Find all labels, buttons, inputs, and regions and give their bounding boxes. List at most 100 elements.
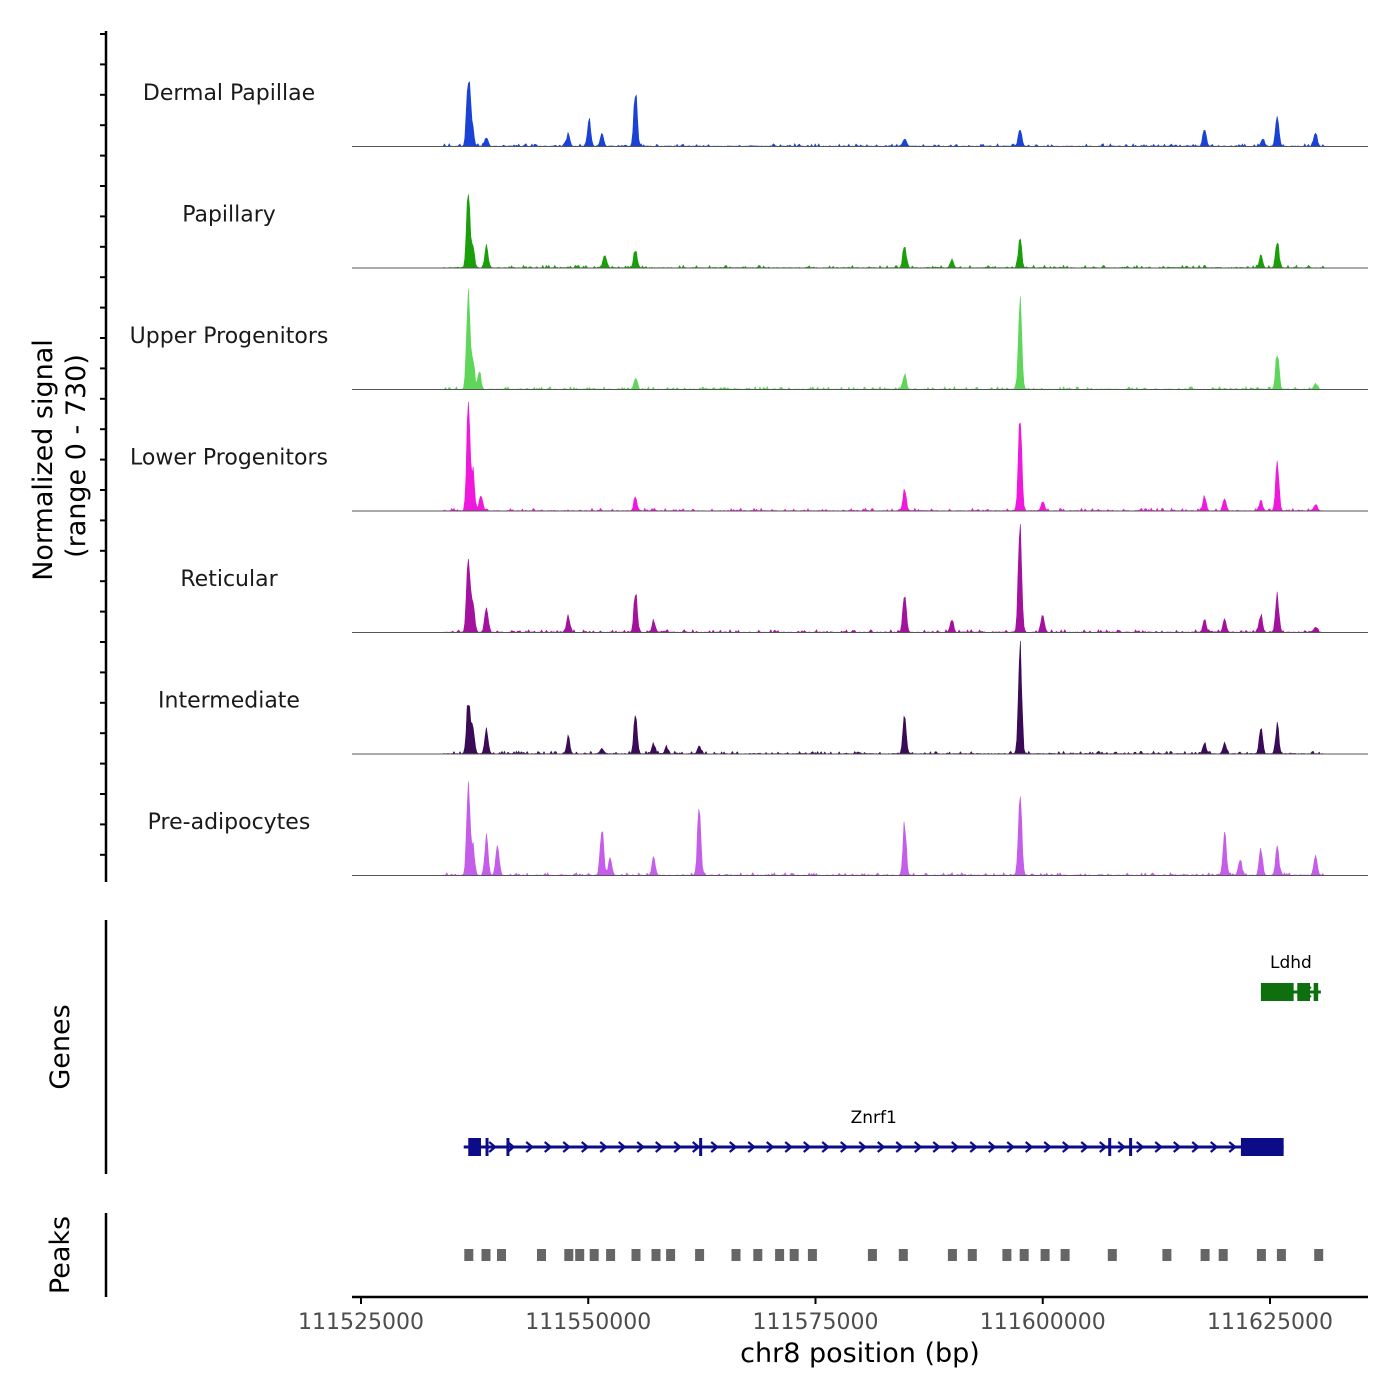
peak-mark [947, 1249, 957, 1261]
peak-mark [1002, 1249, 1012, 1261]
strand-chevron [988, 1141, 997, 1153]
track-label: Lower Progenitors [130, 446, 328, 471]
peak-mark [1314, 1249, 1324, 1261]
strand-chevron [951, 1141, 960, 1153]
x-tick-label: 111625000 [1207, 1310, 1333, 1335]
peak-mark [631, 1249, 641, 1261]
strand-chevron [747, 1141, 756, 1153]
strand-chevron [877, 1141, 886, 1153]
peak-mark [775, 1249, 785, 1261]
signal-area [352, 781, 1368, 876]
peak-mark [867, 1249, 877, 1261]
strand-chevron [1117, 1141, 1126, 1153]
signal-area [352, 81, 1368, 148]
x-axis-title: chr8 position (bp) [740, 1338, 980, 1369]
peak-mark [1162, 1249, 1172, 1261]
strand-chevron [914, 1141, 923, 1153]
y-axis-title: Normalized signal [28, 339, 59, 581]
gene-exon [1129, 1138, 1133, 1156]
genes-track: Znrf1 Ldhd [463, 953, 1321, 1156]
track-label: Pre-adipocytes [148, 810, 311, 835]
strand-chevron [840, 1141, 849, 1153]
signal-area [352, 288, 1368, 391]
signal-area [352, 524, 1368, 634]
strand-chevron [1043, 1141, 1052, 1153]
track-papillary: Papillary [182, 194, 1368, 269]
peak-mark [606, 1249, 616, 1261]
strand-chevron [1228, 1141, 1237, 1153]
peak-mark [1200, 1249, 1210, 1261]
strand-chevron [895, 1141, 904, 1153]
track-label: Upper Progenitors [130, 324, 329, 349]
peak-mark [1107, 1249, 1117, 1261]
strand-chevron [673, 1141, 682, 1153]
strand-chevron [1006, 1141, 1015, 1153]
strand-chevron [599, 1141, 608, 1153]
track-intermediate: Intermediate [158, 640, 1368, 755]
strand-chevron [969, 1141, 978, 1153]
gene-znrf1: Znrf1 [463, 1108, 1284, 1156]
x-tick-label: 111550000 [525, 1310, 651, 1335]
gene-exon [1297, 983, 1310, 1001]
strand-chevron [562, 1141, 571, 1153]
strand-chevron [1025, 1141, 1034, 1153]
track-label: Papillary [182, 203, 276, 228]
track-lower-progenitors: Lower Progenitors [130, 401, 1368, 512]
peak-mark [464, 1249, 474, 1261]
peak-mark [789, 1249, 799, 1261]
gene-label: Ldhd [1270, 953, 1312, 973]
strand-chevron [1173, 1141, 1182, 1153]
gene-exon [1108, 1138, 1112, 1156]
strand-chevron [525, 1141, 534, 1153]
signal-area [352, 194, 1368, 269]
track-label: Intermediate [158, 689, 300, 714]
strand-chevron [507, 1141, 516, 1153]
x-tick-label: 111600000 [980, 1310, 1106, 1335]
gene-label: Znrf1 [851, 1108, 897, 1128]
peak-mark [1276, 1249, 1286, 1261]
gene-exon [506, 1138, 510, 1156]
peak-mark [666, 1249, 676, 1261]
peak-mark [1218, 1249, 1228, 1261]
strand-chevron [932, 1141, 941, 1153]
peak-mark [1256, 1249, 1266, 1261]
peak-mark [564, 1249, 574, 1261]
peak-mark [753, 1249, 763, 1261]
peak-mark [589, 1249, 599, 1261]
peak-mark [898, 1249, 908, 1261]
y-axis-range: (range 0 - 730) [61, 354, 92, 558]
gene-exon [1260, 983, 1294, 1001]
strand-chevron [692, 1141, 701, 1153]
signal-area [352, 401, 1368, 512]
strand-chevron [803, 1141, 812, 1153]
track-label: Reticular [180, 567, 278, 592]
strand-chevron [821, 1141, 830, 1153]
gene-ldhd: Ldhd [1260, 953, 1321, 1001]
track-upper-progenitors: Upper Progenitors [130, 288, 1368, 391]
strand-chevron [1136, 1141, 1145, 1153]
track-pre-adipocytes: Pre-adipocytes [148, 781, 1368, 876]
track-dermal-papillae: Dermal Papillae [143, 81, 1368, 148]
track-reticular: Reticular [180, 524, 1368, 634]
strand-chevron [784, 1141, 793, 1153]
strand-chevron [766, 1141, 775, 1153]
peak-mark [1040, 1249, 1050, 1261]
strand-chevron [858, 1141, 867, 1153]
peak-mark [967, 1249, 977, 1261]
strand-chevron [655, 1141, 664, 1153]
peak-mark [1019, 1249, 1029, 1261]
x-axis: 111525000 111550000 111575000 111600000 1116… [298, 1295, 1368, 1335]
peak-mark [807, 1249, 817, 1261]
x-tick-label: 111525000 [298, 1310, 424, 1335]
strand-chevron [544, 1141, 553, 1153]
strand-chevron [1062, 1141, 1071, 1153]
signal-tracks: Dermal Papillae Papillary Upper Progenitor… [130, 81, 1368, 876]
gene-exon [1313, 983, 1319, 1001]
strand-chevron [636, 1141, 645, 1153]
strand-chevron [1080, 1141, 1089, 1153]
gene-exon [468, 1138, 481, 1156]
peak-mark [497, 1249, 506, 1261]
signal-area [352, 640, 1368, 755]
peak-mark [651, 1249, 661, 1261]
